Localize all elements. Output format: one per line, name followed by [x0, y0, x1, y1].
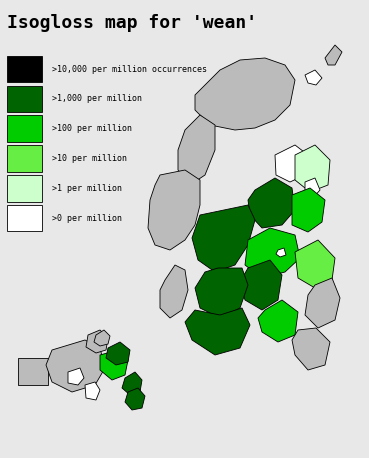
Polygon shape — [248, 178, 295, 228]
Polygon shape — [295, 240, 335, 288]
Text: >10,000 per million occurrences: >10,000 per million occurrences — [52, 65, 207, 74]
Polygon shape — [325, 45, 342, 65]
Polygon shape — [292, 328, 330, 370]
Polygon shape — [125, 388, 145, 410]
Text: >10 per million: >10 per million — [52, 154, 127, 163]
Polygon shape — [305, 70, 322, 85]
Polygon shape — [148, 170, 200, 250]
Polygon shape — [178, 115, 215, 185]
Bar — [7, 145, 42, 172]
Polygon shape — [305, 278, 340, 328]
Polygon shape — [275, 145, 308, 182]
Text: >1 per million: >1 per million — [52, 184, 122, 193]
Polygon shape — [245, 228, 300, 278]
Polygon shape — [276, 248, 286, 257]
Polygon shape — [122, 372, 142, 395]
Polygon shape — [18, 358, 48, 385]
Polygon shape — [46, 340, 105, 392]
Polygon shape — [85, 382, 100, 400]
Bar — [7, 175, 42, 202]
Text: >0 per million: >0 per million — [52, 213, 122, 223]
Bar — [7, 205, 42, 231]
Bar — [7, 115, 42, 142]
Polygon shape — [295, 145, 330, 192]
Polygon shape — [160, 265, 188, 318]
Polygon shape — [258, 300, 298, 342]
Polygon shape — [86, 330, 108, 353]
Polygon shape — [195, 268, 248, 318]
Polygon shape — [192, 205, 255, 272]
Bar — [7, 86, 42, 112]
Polygon shape — [100, 350, 128, 380]
Text: >100 per million: >100 per million — [52, 124, 132, 133]
Polygon shape — [106, 342, 130, 365]
Polygon shape — [240, 260, 282, 310]
Text: Isogloss map for 'wean': Isogloss map for 'wean' — [7, 14, 258, 32]
Polygon shape — [94, 330, 110, 346]
Polygon shape — [195, 58, 295, 130]
Text: >1,000 per million: >1,000 per million — [52, 94, 142, 104]
Polygon shape — [292, 188, 325, 232]
Polygon shape — [68, 368, 84, 385]
Polygon shape — [305, 178, 320, 198]
Polygon shape — [185, 308, 250, 355]
Bar — [7, 56, 42, 82]
